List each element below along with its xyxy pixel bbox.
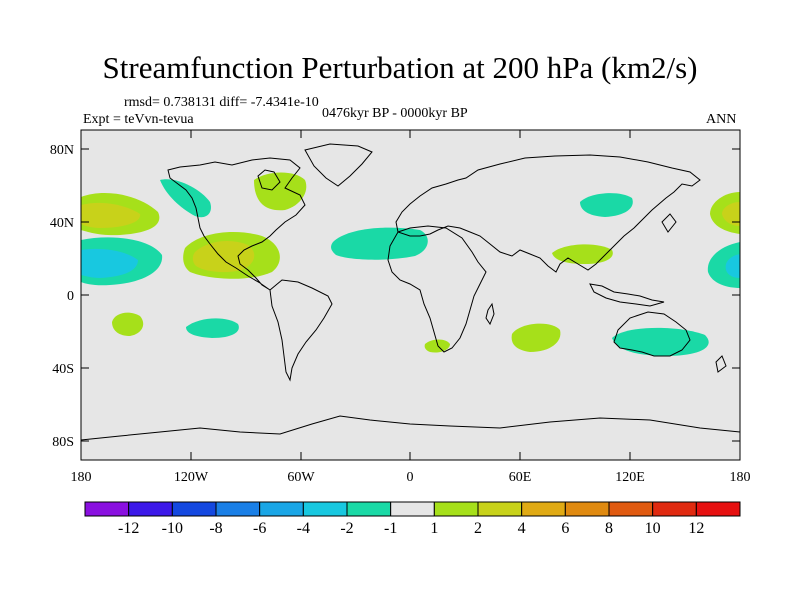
anomaly-region	[511, 323, 561, 352]
lon-labels: 180 120W 60W 0 60E 120E 180	[71, 470, 751, 485]
colorbar-swatch	[346, 501, 392, 517]
colorbar-label: -10	[162, 520, 183, 537]
colorbar-label: 2	[474, 520, 482, 537]
anomaly-region	[254, 172, 307, 211]
colorbar-swatch	[84, 501, 130, 517]
anomaly-region	[192, 240, 255, 273]
anomaly-region	[331, 227, 428, 260]
colorbar-label: 10	[645, 520, 661, 537]
lon-label: 0	[407, 470, 414, 485]
coastline-australia	[613, 311, 691, 357]
lat-label: 40N	[50, 216, 74, 231]
stats-line: rmsd= 0.738131 diff= -7.4341e-10	[124, 95, 319, 110]
anomaly-region	[186, 318, 239, 338]
colorbar-label: 4	[518, 520, 526, 537]
anomaly-fields	[81, 143, 740, 441]
colorbar-swatch	[259, 501, 304, 517]
map-title: Streamfunction Perturbation at 200 hPa (…	[102, 50, 698, 85]
season-label: ANN	[706, 112, 737, 127]
colorbar-label: -4	[297, 520, 310, 537]
coastline-antarctica	[81, 415, 740, 441]
anomaly-region	[424, 339, 450, 353]
colorbar: -12 -10 -8 -6 -4 -2 -1 1 2 4 6 8 10 12	[84, 501, 741, 537]
coastline-north-america	[167, 157, 306, 291]
lon-label: 60E	[509, 470, 532, 485]
map-background	[81, 130, 740, 460]
lon-label: 120W	[174, 470, 209, 485]
coastline-japan	[661, 213, 677, 233]
colorbar-swatch	[695, 501, 741, 517]
coastline-africa	[387, 225, 487, 353]
anomaly-region	[707, 242, 740, 288]
lon-label: 180	[71, 470, 92, 485]
lon-label: 120E	[615, 470, 645, 485]
anomaly-region	[612, 327, 709, 356]
coastline-hudson-bay	[257, 169, 281, 191]
coastline-madagascar	[485, 302, 495, 326]
colorbar-label: -12	[118, 520, 139, 537]
coastline-indonesia	[589, 283, 665, 307]
coastline-europe-asia	[395, 154, 701, 273]
colorbar-label: 1	[430, 520, 438, 537]
lat-label: 0	[67, 289, 74, 304]
anomaly-region	[722, 202, 740, 226]
colorbar-swatch	[433, 501, 479, 517]
colorbar-label: 12	[688, 520, 704, 537]
period-label: 0476kyr BP - 0000kyr BP	[322, 106, 468, 121]
colorbar-swatch	[171, 501, 217, 517]
anomaly-region	[580, 193, 633, 217]
lat-label: 40S	[52, 362, 74, 377]
coastline-new-zealand	[715, 355, 727, 373]
colorbar-swatch	[302, 501, 348, 517]
colorbar-swatch	[128, 501, 173, 517]
colorbar-swatch	[564, 501, 610, 517]
colorbar-swatch	[215, 501, 261, 517]
colorbar-label: 8	[605, 520, 613, 537]
lon-ticks	[80, 130, 741, 460]
colorbar-label: -8	[209, 520, 222, 537]
lon-label: 60W	[287, 470, 315, 485]
colorbar-label: -2	[340, 520, 353, 537]
experiment-label: Expt = teVvn-tevua	[83, 112, 194, 127]
lat-label: 80N	[50, 143, 74, 158]
colorbar-swatch	[652, 501, 697, 517]
lat-label: 80S	[52, 435, 74, 450]
colorbar-swatch	[521, 501, 566, 517]
lon-label: 180	[730, 470, 751, 485]
coastline-south-america	[269, 279, 333, 382]
colorbar-swatch	[477, 501, 523, 517]
lat-labels: 80N 40N 0 40S 80S	[50, 143, 74, 450]
anomaly-region	[725, 254, 740, 278]
colorbar-swatch	[390, 501, 435, 517]
colorbar-label: 6	[561, 520, 569, 537]
colorbar-label: -6	[253, 520, 266, 537]
colorbar-swatch	[608, 501, 654, 517]
colorbar-label: -1	[384, 520, 397, 537]
coastlines	[81, 143, 740, 441]
coastline-greenland	[304, 143, 373, 187]
anomaly-region	[81, 248, 138, 278]
anomaly-region	[160, 179, 211, 218]
lat-ticks	[81, 148, 740, 442]
anomaly-region	[81, 202, 141, 228]
anomaly-region	[112, 312, 144, 336]
